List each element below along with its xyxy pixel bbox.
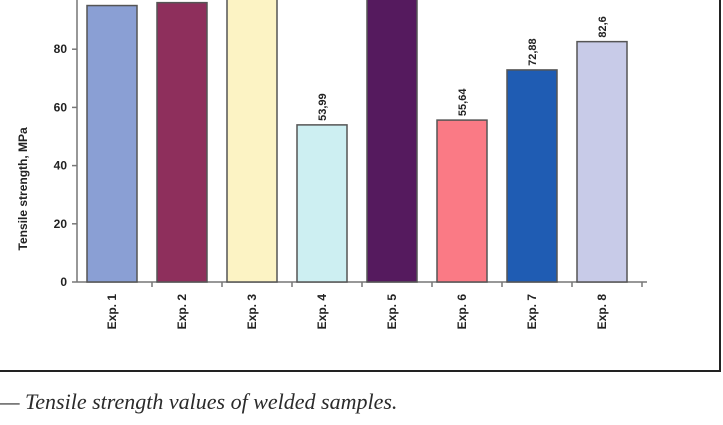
x-tick-label: Exp. 1 (105, 294, 119, 330)
y-tick-label: 40 (54, 159, 68, 173)
bars (86, 0, 628, 283)
x-tick-label: Exp. 4 (315, 294, 329, 330)
data-label: 53,99 (317, 93, 329, 121)
x-tick-label: Exp. 7 (525, 294, 539, 330)
y-tick-label: 60 (54, 100, 68, 114)
x-tick-label: Exp. 3 (245, 294, 259, 330)
y-tick-label: 20 (54, 217, 68, 231)
data-label: 82,6 (597, 16, 609, 37)
labels: 0 20 40 60 80 Tensile strength, MPa Exp. 1 Exp.… (16, 16, 609, 329)
data-label: 72,88 (527, 38, 539, 66)
bar-5 (366, 0, 418, 283)
y-tick-label: 0 (60, 275, 67, 289)
x-tick-label: Exp. 8 (595, 294, 609, 330)
chart-frame: 0 20 40 60 80 Tensile strength, MPa Exp. 1 Exp.… (0, 0, 721, 372)
bar-6 (436, 119, 488, 283)
y-axis-title: Tensile strength, MPa (16, 127, 30, 250)
bar-1 (86, 4, 138, 283)
bar-4 (296, 124, 348, 283)
bar-chart: 0 20 40 60 80 Tensile strength, MPa Exp. 1 Exp.… (16, 0, 647, 329)
y-tick-label: 80 (54, 42, 68, 56)
bar-2 (156, 1, 208, 283)
figure-caption: — Tensile strength values of welded samp… (0, 389, 398, 414)
x-tick-label: Exp. 2 (175, 294, 189, 330)
bar-7 (506, 69, 558, 283)
bar-8 (576, 40, 628, 283)
data-label: 55,64 (457, 88, 469, 116)
x-tick-label: Exp. 6 (455, 294, 469, 330)
bar-3 (226, 0, 278, 283)
x-tick-label: Exp. 5 (385, 294, 399, 330)
